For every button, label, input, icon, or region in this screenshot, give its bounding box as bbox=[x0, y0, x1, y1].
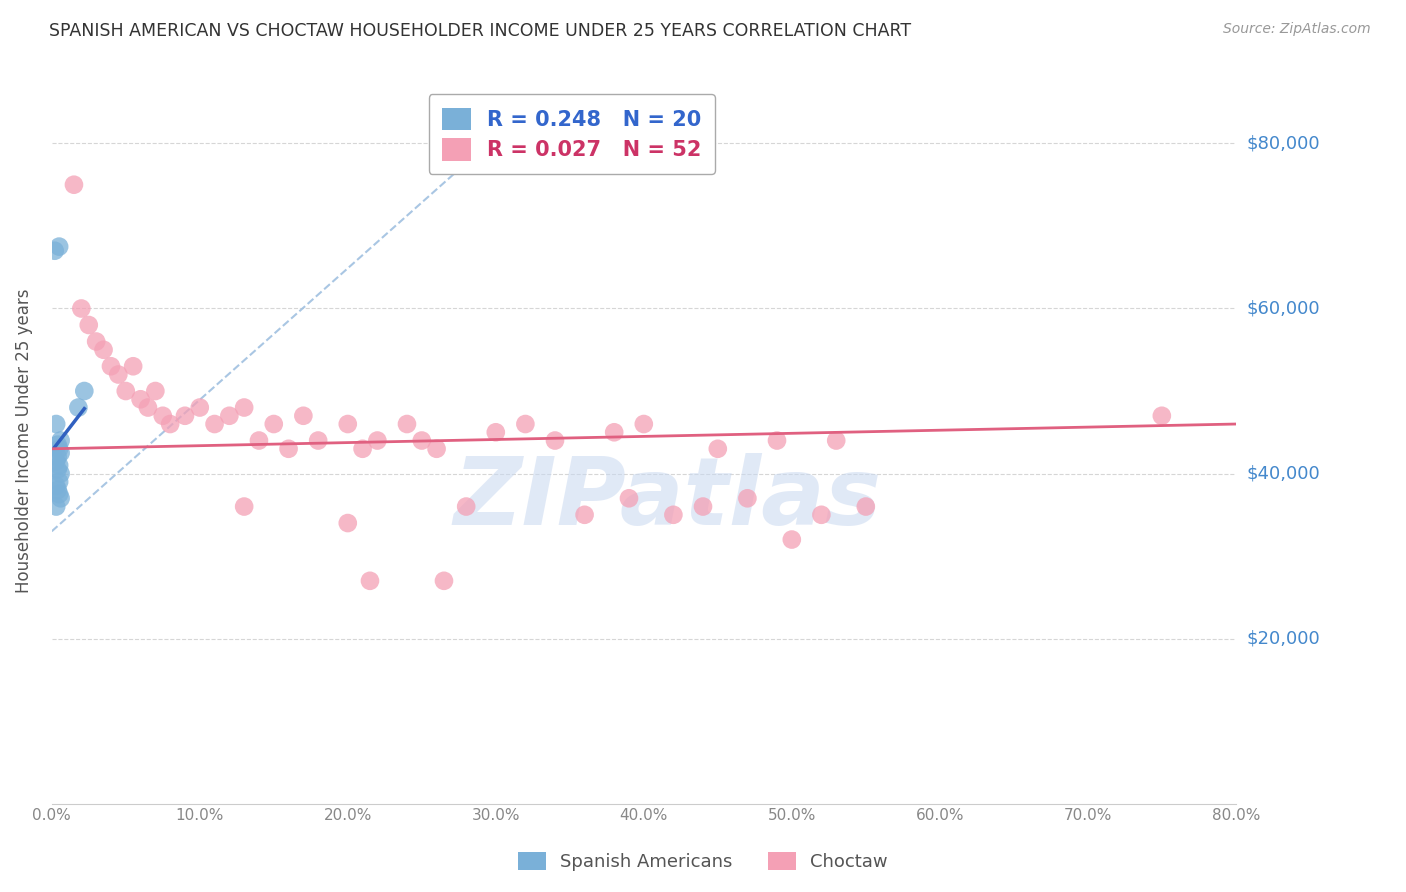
Point bbox=[263, 417, 285, 431]
Point bbox=[633, 417, 655, 431]
Point bbox=[411, 434, 433, 448]
Point bbox=[159, 417, 181, 431]
Point bbox=[93, 343, 115, 357]
Point bbox=[433, 574, 456, 588]
Point bbox=[48, 458, 70, 473]
Y-axis label: Householder Income Under 25 years: Householder Income Under 25 years bbox=[15, 288, 32, 593]
Point bbox=[574, 508, 596, 522]
Point bbox=[366, 434, 388, 448]
Point bbox=[307, 434, 329, 448]
Point bbox=[352, 442, 374, 456]
Point bbox=[780, 533, 803, 547]
Point bbox=[84, 334, 107, 349]
Point bbox=[63, 178, 86, 192]
Point bbox=[44, 244, 66, 258]
Point bbox=[855, 500, 877, 514]
Point bbox=[485, 425, 508, 440]
Point bbox=[515, 417, 537, 431]
Text: SPANISH AMERICAN VS CHOCTAW HOUSEHOLDER INCOME UNDER 25 YEARS CORRELATION CHART: SPANISH AMERICAN VS CHOCTAW HOUSEHOLDER … bbox=[49, 22, 911, 40]
Text: $40,000: $40,000 bbox=[1247, 465, 1320, 483]
Point bbox=[143, 384, 166, 398]
Point bbox=[204, 417, 226, 431]
Point bbox=[456, 500, 478, 514]
Point bbox=[48, 487, 70, 501]
Point bbox=[544, 434, 567, 448]
Point bbox=[247, 434, 270, 448]
Point bbox=[49, 446, 72, 460]
Point bbox=[77, 318, 100, 332]
Point bbox=[46, 450, 69, 464]
Point bbox=[122, 359, 145, 374]
Legend: Spanish Americans, Choctaw: Spanish Americans, Choctaw bbox=[512, 845, 894, 879]
Point bbox=[707, 442, 730, 456]
Point bbox=[426, 442, 449, 456]
Point bbox=[233, 401, 256, 415]
Point bbox=[45, 479, 67, 493]
Point bbox=[46, 437, 69, 451]
Point bbox=[292, 409, 315, 423]
Point bbox=[810, 508, 832, 522]
Point bbox=[49, 491, 72, 506]
Point bbox=[107, 368, 129, 382]
Text: $80,000: $80,000 bbox=[1247, 135, 1320, 153]
Point bbox=[46, 462, 69, 476]
Point bbox=[188, 401, 211, 415]
Point bbox=[48, 239, 70, 253]
Legend: R = 0.248   N = 20, R = 0.027   N = 52: R = 0.248 N = 20, R = 0.027 N = 52 bbox=[429, 95, 714, 174]
Text: $20,000: $20,000 bbox=[1247, 630, 1320, 648]
Point bbox=[73, 384, 96, 398]
Point bbox=[45, 454, 67, 468]
Point bbox=[45, 500, 67, 514]
Point bbox=[617, 491, 640, 506]
Point bbox=[766, 434, 789, 448]
Point bbox=[395, 417, 418, 431]
Point bbox=[48, 442, 70, 456]
Point bbox=[48, 475, 70, 489]
Point bbox=[70, 301, 93, 316]
Point bbox=[49, 434, 72, 448]
Point bbox=[1150, 409, 1173, 423]
Point bbox=[67, 401, 90, 415]
Point bbox=[152, 409, 174, 423]
Point bbox=[336, 417, 359, 431]
Point bbox=[692, 500, 714, 514]
Point bbox=[218, 409, 240, 423]
Point bbox=[49, 467, 72, 481]
Point bbox=[114, 384, 136, 398]
Point bbox=[359, 574, 381, 588]
Point bbox=[662, 508, 685, 522]
Point bbox=[277, 442, 299, 456]
Text: ZIPatlas: ZIPatlas bbox=[453, 452, 882, 545]
Point bbox=[100, 359, 122, 374]
Point bbox=[737, 491, 759, 506]
Point bbox=[45, 417, 67, 431]
Point bbox=[136, 401, 159, 415]
Point bbox=[129, 392, 152, 407]
Text: Source: ZipAtlas.com: Source: ZipAtlas.com bbox=[1223, 22, 1371, 37]
Point bbox=[174, 409, 197, 423]
Point bbox=[233, 500, 256, 514]
Point bbox=[336, 516, 359, 530]
Point bbox=[603, 425, 626, 440]
Point bbox=[825, 434, 848, 448]
Point bbox=[46, 483, 69, 497]
Text: $60,000: $60,000 bbox=[1247, 300, 1320, 318]
